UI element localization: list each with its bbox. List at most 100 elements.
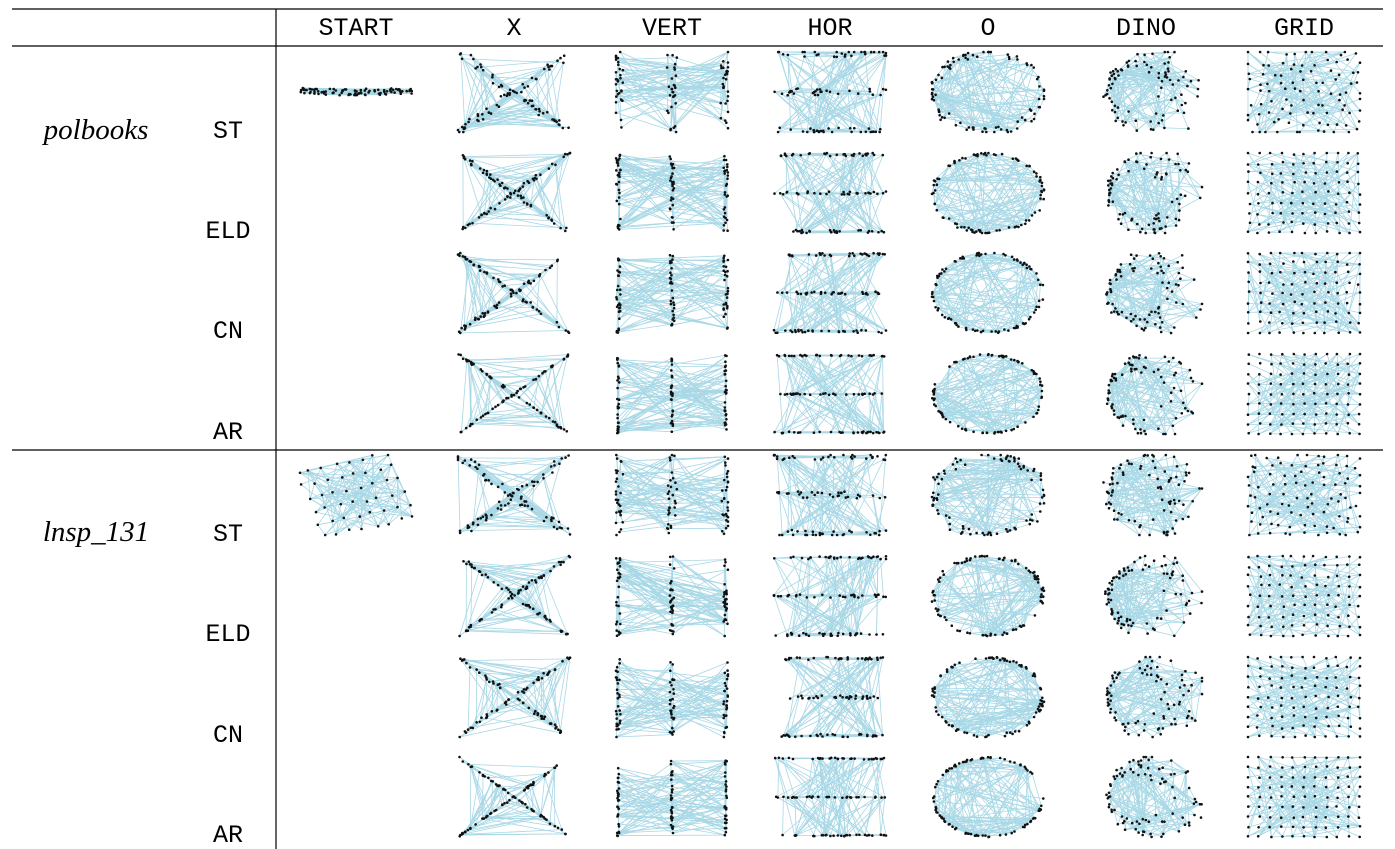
graph-node [669,162,673,165]
graph-node [872,50,876,54]
graph-edge [533,376,540,408]
graph-edge [535,379,559,428]
graph-node [535,177,538,181]
graph-node [479,368,483,371]
graph-node [1180,93,1183,96]
graph-node [530,99,534,102]
graph-node [1135,222,1139,226]
graph-node [792,230,795,233]
graph-node [726,95,730,98]
graph-node [1170,98,1173,102]
graph-edge [554,62,564,121]
graph-edge [616,170,674,223]
graph-node [1156,271,1159,275]
graph-node [861,290,864,294]
graph-node [721,82,725,86]
graph-node [1125,61,1129,64]
graph-node [864,291,868,295]
graph-node [1178,202,1181,206]
graph-node [848,190,852,194]
graph-node [462,156,466,160]
graph-edge [472,177,536,224]
graph-node [1124,121,1127,124]
graph-edge [615,65,722,85]
graph-node [725,428,728,431]
graph-node [1037,408,1040,412]
graph-node [550,162,554,166]
graph-node [1162,257,1166,260]
graph-node [870,230,874,233]
graph-edge [670,294,726,305]
graph-node [860,50,863,54]
graph-node [1179,169,1182,172]
col-header-hor: HOR [807,14,852,43]
graph-node [968,355,972,358]
graph-edge [787,94,820,132]
node-group [456,52,570,134]
graph-node [956,226,959,229]
graph-node [1004,355,1008,358]
graph-node [505,396,508,400]
graph-edge [464,112,544,129]
graph-node [503,284,507,288]
graph-node [1158,316,1162,319]
graph-node [1108,77,1111,80]
graph-node [1167,70,1170,73]
graph-node [1122,124,1125,127]
cell-polbooks-cn-dino [1105,252,1204,335]
graph-edge [620,63,676,76]
graph-node [545,213,548,217]
graph-edge [536,275,540,310]
graph-node [1039,197,1042,200]
graph-node [1152,222,1155,225]
graph-node [478,269,482,272]
graph-edge [617,165,672,201]
graph-edge [619,203,674,223]
graph-node [881,87,885,91]
graph-edge [779,193,803,231]
graph-node [457,330,461,334]
graph-edge [616,157,728,165]
graph-node [619,76,622,80]
graph-node [777,354,781,358]
graph-node [726,90,730,93]
graph-node [811,329,814,332]
graph-node [1023,322,1026,326]
row-label-st: ST [213,520,243,549]
graph-node [1105,92,1109,96]
graph-node [617,402,620,406]
graph-node [456,128,460,132]
graph-node [670,289,674,292]
graph-node [930,91,934,95]
graph-node [506,195,509,198]
graph-node [497,278,500,281]
graph-node [615,298,619,301]
graph-edge [503,384,526,387]
graph-node [793,329,797,332]
graph-node [1176,260,1179,264]
graph-node [848,127,852,130]
row-label-eld: ELD [205,217,250,246]
graph-node [799,353,802,357]
graph-node [840,291,844,295]
graph-edge [486,365,553,375]
graph-node [1118,212,1122,216]
graph-node [671,197,675,201]
graph-node [843,55,847,58]
graph-node [881,354,884,358]
graph-edge [465,374,488,429]
graph-edge [465,195,522,229]
graph-edge [620,77,674,86]
graph-node [940,116,944,119]
node-group [456,251,571,335]
graph-node [1140,227,1144,231]
graph-node [937,73,940,77]
graph-node [1192,278,1196,281]
graph-edge [518,379,537,398]
graph-node [480,213,483,216]
graph-node [882,230,886,234]
graph-node [535,408,539,412]
graph-node [827,393,831,397]
graph-node [1032,117,1036,121]
row-label-ar: AR [213,821,243,849]
